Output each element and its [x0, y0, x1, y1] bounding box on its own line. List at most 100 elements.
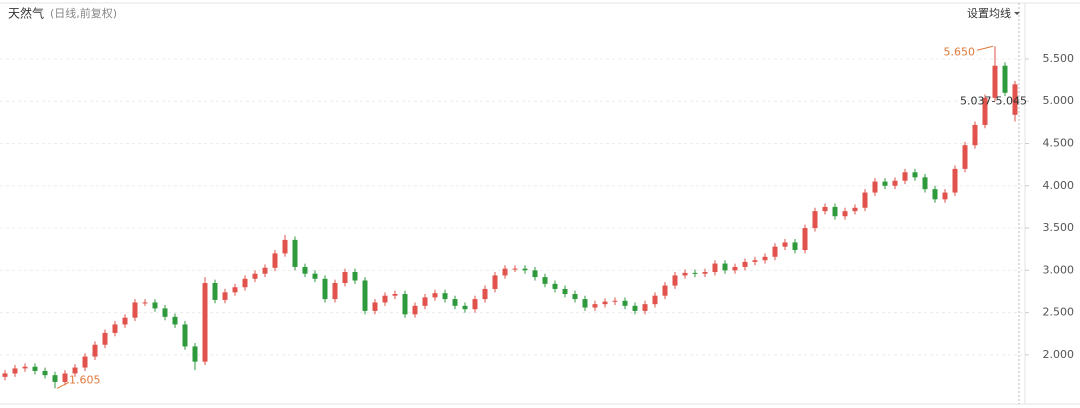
candle-body — [262, 267, 268, 274]
candle-body — [312, 273, 318, 279]
candle-body — [512, 268, 518, 270]
candle-body — [272, 253, 278, 268]
candle-body — [142, 302, 148, 304]
candle-body — [292, 239, 298, 267]
candle-body — [102, 332, 108, 345]
y-tick-label: 5.000 — [1043, 94, 1075, 107]
candle-body — [402, 294, 408, 315]
candle-body — [82, 356, 88, 368]
chart-subtitle: (日线,前复权) — [50, 6, 117, 20]
candle-body — [872, 181, 878, 193]
candle-body — [712, 263, 718, 273]
y-tick-label: 2.000 — [1043, 348, 1075, 361]
candle-body — [352, 272, 358, 281]
candle-body — [342, 272, 348, 284]
candle-body — [952, 168, 958, 193]
candle-body — [942, 192, 948, 200]
candle-body — [772, 246, 778, 257]
candle-body — [902, 172, 908, 181]
candle-body — [962, 145, 968, 169]
y-tick-label: 5.500 — [1043, 52, 1075, 65]
settings-button[interactable]: 设置均线 — [967, 6, 1011, 20]
candle-body — [382, 295, 388, 303]
candle-body — [42, 370, 48, 376]
candle-body — [472, 299, 478, 310]
candle-body — [322, 278, 328, 300]
candle-body — [442, 293, 448, 300]
candle-body — [192, 346, 198, 362]
candle-body — [612, 300, 618, 302]
candle-body — [882, 181, 888, 186]
cursor-label: 5.037-5.045 — [960, 94, 1027, 107]
candle-body — [202, 283, 208, 362]
candle-body — [802, 228, 808, 251]
annotation-arrow — [56, 381, 70, 389]
candle-body — [162, 308, 168, 317]
candle-body — [682, 272, 688, 276]
y-tick-label: 3.500 — [1043, 221, 1075, 234]
candle-body — [722, 263, 728, 271]
candle-body — [642, 304, 648, 311]
candle-body — [782, 242, 788, 247]
candle-body — [812, 211, 818, 229]
candle-body — [2, 373, 8, 377]
candle-body — [12, 368, 18, 374]
candle-body — [572, 294, 578, 300]
candle-body — [332, 283, 338, 300]
candle-body — [892, 180, 898, 186]
candle-body — [992, 65, 998, 98]
candle-body — [632, 305, 638, 311]
candle-body — [662, 285, 668, 296]
candle-body — [602, 301, 608, 305]
candle-body — [562, 288, 568, 295]
candle-body — [32, 366, 38, 371]
candle-body — [62, 373, 68, 382]
candle-body — [172, 316, 178, 325]
candle-body — [252, 273, 258, 279]
candle-body — [422, 297, 428, 306]
candle-body — [362, 280, 368, 311]
candle-body — [752, 260, 758, 262]
candle-body — [1002, 65, 1008, 93]
y-tick-label: 4.500 — [1043, 137, 1075, 150]
candle-body — [122, 317, 128, 325]
candle-body — [742, 261, 748, 267]
candle-body — [52, 375, 58, 382]
annotation-arrow — [976, 45, 994, 51]
annotation-label: 5.650 — [944, 45, 976, 58]
candle-body — [452, 299, 458, 306]
dropdown-arrow[interactable] — [1014, 12, 1020, 15]
candle-body — [542, 277, 548, 284]
candle-body — [232, 287, 238, 293]
candle-body — [922, 177, 928, 190]
candle-body — [1012, 84, 1018, 115]
candle-body — [912, 172, 918, 178]
annotation-label: 1.605 — [69, 373, 101, 386]
candle-body — [372, 302, 378, 311]
candle-body — [212, 283, 218, 300]
candle-body — [222, 292, 228, 300]
y-tick-label: 2.500 — [1043, 306, 1075, 319]
candle-body — [732, 266, 738, 271]
candle-body — [822, 206, 828, 212]
candle-body — [852, 207, 858, 212]
candle-body — [552, 283, 558, 289]
candle-body — [492, 275, 498, 289]
candle-body — [522, 268, 528, 271]
candle-body — [972, 124, 978, 146]
candle-body — [282, 239, 288, 254]
candle-body — [832, 206, 838, 217]
candle-body — [582, 299, 588, 308]
candle-body — [392, 294, 398, 296]
candle-body — [152, 302, 158, 309]
candle-body — [412, 305, 418, 315]
candle-body — [112, 324, 118, 333]
candle-body — [242, 278, 248, 288]
candle-body — [672, 275, 678, 286]
candle-body — [532, 270, 538, 278]
y-tick-label: 4.000 — [1043, 179, 1075, 192]
candle-body — [132, 302, 138, 318]
candle-body — [762, 256, 768, 261]
candle-body — [72, 367, 78, 374]
candle-body — [652, 295, 658, 305]
